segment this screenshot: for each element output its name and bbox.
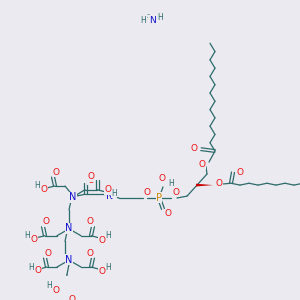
Text: H: H — [105, 262, 111, 272]
Text: O: O — [104, 185, 112, 194]
Text: O: O — [31, 235, 38, 244]
Text: H: H — [24, 231, 30, 240]
Text: O: O — [40, 185, 47, 194]
Text: N: N — [148, 16, 155, 25]
Text: O: O — [143, 188, 151, 197]
Text: O: O — [199, 160, 206, 169]
Text: O: O — [164, 209, 172, 218]
Text: 2: 2 — [146, 14, 150, 19]
Text: O: O — [158, 174, 166, 183]
Text: H: H — [157, 13, 163, 22]
Text: N: N — [65, 255, 73, 265]
Text: N: N — [69, 192, 77, 202]
Text: O: O — [88, 172, 94, 181]
Text: O: O — [68, 295, 76, 300]
Polygon shape — [196, 184, 213, 187]
Text: O: O — [34, 266, 41, 275]
Text: N: N — [65, 224, 73, 233]
Text: O: O — [86, 249, 94, 258]
Text: O: O — [215, 179, 223, 188]
Text: O: O — [44, 249, 52, 258]
Text: O: O — [98, 267, 106, 276]
Text: O: O — [52, 168, 59, 177]
Text: O: O — [236, 168, 244, 177]
Text: H: H — [168, 179, 174, 188]
Text: O: O — [98, 236, 106, 245]
Text: O: O — [190, 144, 197, 153]
Text: O: O — [172, 188, 179, 197]
Text: H: H — [106, 186, 112, 195]
Text: O: O — [52, 286, 59, 295]
Text: P: P — [156, 193, 162, 203]
Text: O: O — [43, 218, 50, 226]
Text: H: H — [140, 16, 146, 25]
Text: H: H — [46, 281, 52, 290]
Text: H: H — [105, 231, 111, 240]
Text: H: H — [28, 262, 34, 272]
Text: N: N — [106, 191, 114, 201]
Text: O: O — [88, 176, 94, 185]
Text: H: H — [111, 189, 117, 198]
Text: H: H — [34, 181, 40, 190]
Text: O: O — [86, 218, 94, 226]
